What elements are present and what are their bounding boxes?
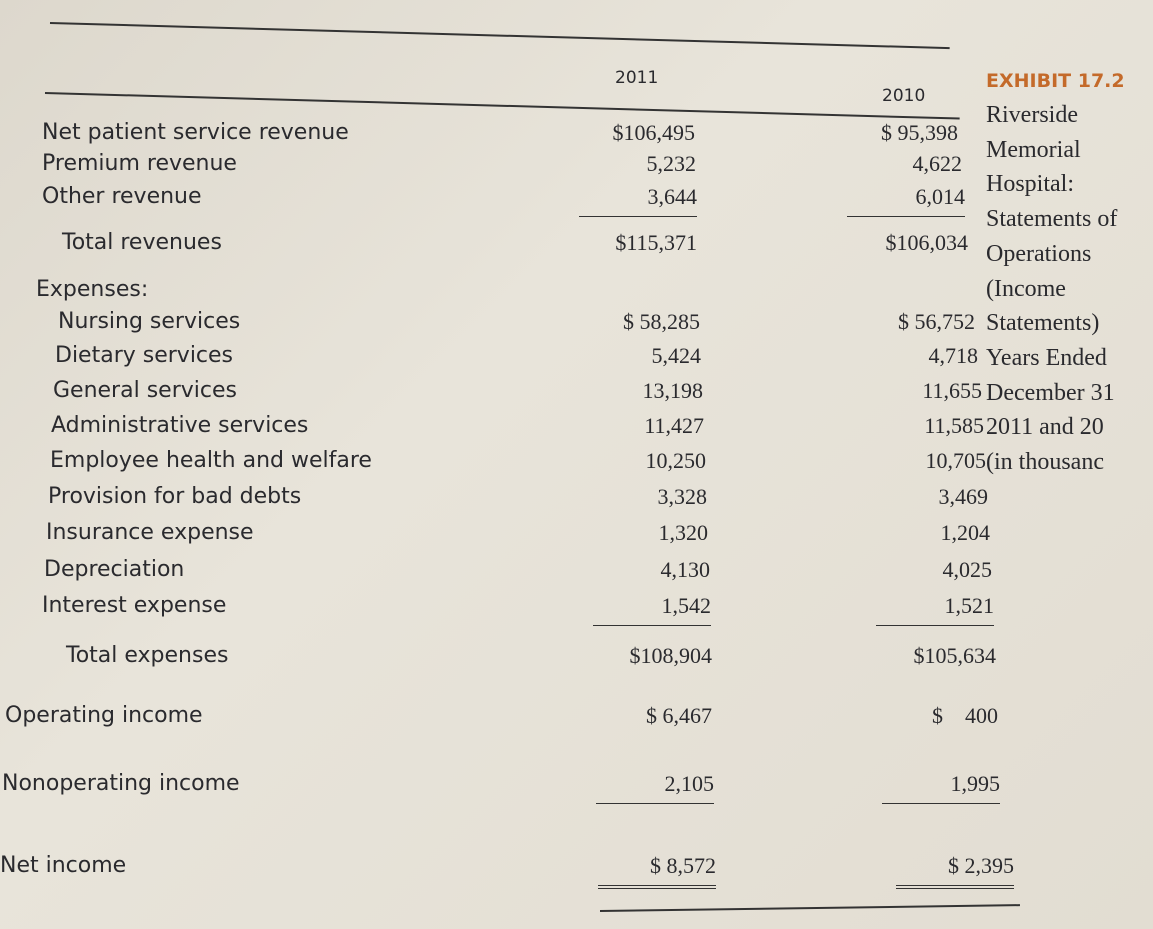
caption-line: (Income	[986, 275, 1066, 302]
amount: 3,644	[579, 184, 697, 217]
amount: $ 56,752	[898, 309, 975, 334]
caption-line: Years Ended	[986, 344, 1107, 371]
row-label: General services	[53, 378, 237, 403]
amount: 4,622	[912, 151, 963, 176]
amount: $105,634	[913, 643, 997, 668]
row-label: Operating income	[5, 703, 203, 728]
caption-line: December 31	[986, 379, 1115, 406]
amount: 4,130	[660, 557, 711, 582]
row-label: Administrative services	[51, 413, 309, 438]
amount: 11,585	[924, 413, 984, 438]
amount: $115,371	[615, 230, 697, 255]
exhibit-title: EXHIBIT 17.2	[986, 70, 1125, 92]
caption-line: Statements of	[986, 206, 1118, 233]
row-label: Depreciation	[44, 557, 185, 582]
column-header: 2010	[882, 86, 926, 106]
amount: $ 95,398	[881, 120, 958, 145]
amount: $106,034	[885, 230, 969, 255]
amount: $ 58,285	[623, 309, 700, 334]
amount: 4,025	[942, 557, 993, 582]
row-label: Total expenses	[66, 643, 229, 668]
amount: $106,495	[612, 120, 696, 145]
amount: $108,904	[629, 643, 713, 668]
amount: 3,469	[938, 484, 989, 509]
bottom-rule	[599, 904, 1020, 912]
amount: $ 6,467	[646, 703, 712, 728]
amount: 11,427	[644, 413, 704, 438]
amount: $ 400	[932, 703, 998, 728]
row-label: Expenses:	[36, 277, 149, 302]
amount: 1,204	[940, 520, 991, 545]
amount: 4,718	[928, 343, 979, 368]
row-label: Net income	[0, 853, 127, 878]
row-label: Employee health and welfare	[50, 448, 372, 473]
amount: 5,424	[651, 343, 702, 368]
row-label: Provision for bad debts	[48, 484, 302, 509]
column-header: 2011	[615, 68, 659, 88]
amount: 10,705	[925, 448, 987, 473]
row-label: Interest expense	[42, 593, 227, 618]
amount: $ 2,395	[896, 853, 1014, 889]
row-label: Insurance expense	[46, 520, 254, 545]
top-rule	[49, 22, 950, 49]
amount: 1,995	[882, 771, 1000, 804]
caption-line: Operations	[986, 240, 1092, 267]
amount: 2,105	[596, 771, 714, 804]
amount: 6,014	[847, 184, 965, 217]
amount: 11,655	[922, 378, 982, 403]
row-label: Dietary services	[55, 343, 234, 368]
amount: 10,250	[645, 448, 707, 473]
row-label: Net patient service revenue	[42, 120, 349, 145]
caption-line: 2011 and 20	[986, 414, 1104, 441]
header-rule	[44, 92, 960, 120]
amount: 1,521	[876, 593, 994, 626]
amount: 3,328	[657, 484, 708, 509]
caption-line: Hospital:	[986, 171, 1074, 198]
amount: $ 8,572	[598, 853, 716, 889]
row-label: Total revenues	[62, 230, 222, 255]
caption-line: Riverside	[986, 102, 1078, 128]
row-label: Premium revenue	[42, 151, 237, 176]
row-label: Nonoperating income	[2, 771, 240, 796]
caption-line: Memorial	[986, 136, 1081, 163]
caption-line: (in thousanc	[986, 449, 1104, 476]
amount: 1,320	[658, 520, 709, 545]
row-label: Nursing services	[58, 309, 241, 334]
caption-line: Statements)	[986, 310, 1100, 337]
exhibit-caption: Riverside Memorial Hospital: Statements of O…	[986, 98, 1117, 480]
amount: 1,542	[593, 593, 711, 626]
amount: 13,198	[642, 378, 704, 403]
amount: 5,232	[646, 151, 697, 176]
row-label: Other revenue	[42, 184, 202, 209]
